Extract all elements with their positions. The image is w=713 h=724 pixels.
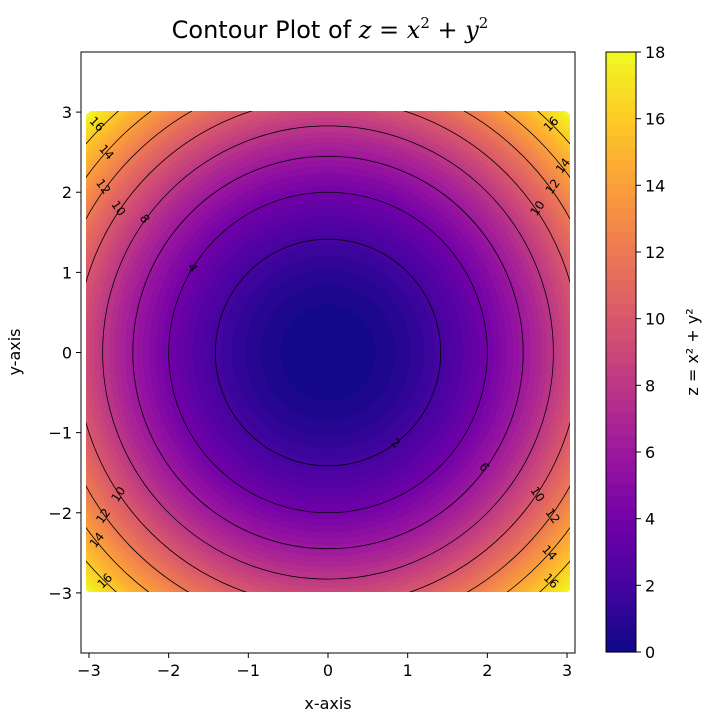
colorbar bbox=[606, 52, 636, 653]
colorbar-segment bbox=[606, 580, 636, 593]
colorbar-segment bbox=[606, 484, 636, 497]
contour-line-2 bbox=[214, 238, 442, 467]
contour-line-8 bbox=[102, 125, 554, 580]
colorbar-segment bbox=[606, 388, 636, 401]
x-tick-label: 2 bbox=[482, 661, 492, 680]
colorbar-segment bbox=[606, 256, 636, 269]
y-tick-label: −2 bbox=[48, 504, 72, 523]
contour-line-4 bbox=[168, 191, 488, 514]
colorbar-tick-label: 4 bbox=[645, 510, 655, 529]
y-tick-label: 0 bbox=[62, 344, 72, 363]
colorbar-segment bbox=[606, 76, 636, 89]
colorbar-segment bbox=[606, 52, 636, 65]
y-tick-label: 3 bbox=[62, 103, 72, 122]
colorbar-tick-label: 12 bbox=[645, 243, 665, 262]
colorbar-segment bbox=[606, 604, 636, 617]
colorbar-segment bbox=[606, 364, 636, 377]
colorbar-segment bbox=[606, 496, 636, 509]
colorbar-segment bbox=[606, 160, 636, 173]
colorbar-segment bbox=[606, 292, 636, 305]
colorbar-segment bbox=[606, 148, 636, 161]
colorbar-segment bbox=[606, 460, 636, 473]
colorbar-segment bbox=[606, 616, 636, 629]
filled-contours bbox=[86, 111, 570, 592]
colorbar-segment bbox=[606, 508, 636, 521]
colorbar-tick-label: 8 bbox=[645, 376, 655, 395]
colorbar-segment bbox=[606, 340, 636, 353]
colorbar-segment bbox=[606, 316, 636, 329]
colorbar-segment bbox=[606, 64, 636, 77]
colorbar-segment bbox=[606, 556, 636, 569]
x-axis-label: x-axis bbox=[304, 694, 351, 713]
x-tick-label: 0 bbox=[323, 661, 333, 680]
colorbar-segment bbox=[606, 400, 636, 413]
colorbar-segment bbox=[606, 472, 636, 485]
colorbar-tick-label: 16 bbox=[645, 110, 665, 129]
colorbar-segment bbox=[606, 424, 636, 437]
contour-line-6 bbox=[132, 155, 524, 550]
colorbar-segment bbox=[606, 436, 636, 449]
colorbar-segment bbox=[606, 628, 636, 641]
colorbar-segment bbox=[606, 412, 636, 425]
colorbar-segment bbox=[606, 328, 636, 341]
colorbar-segment bbox=[606, 196, 636, 209]
colorbar-label: z = x² + y² bbox=[683, 308, 702, 395]
contour-band bbox=[280, 304, 376, 401]
chart-title: Contour Plot of z = x2 + y2 bbox=[172, 14, 489, 44]
colorbar-tick-label: 10 bbox=[645, 310, 665, 329]
y-tick-label: 1 bbox=[62, 263, 72, 282]
colorbar-segment bbox=[606, 88, 636, 101]
x-tick-label: −1 bbox=[237, 661, 261, 680]
colorbar-tick-label: 0 bbox=[645, 643, 655, 662]
x-tick-label: −3 bbox=[77, 661, 101, 680]
colorbar-segment bbox=[606, 100, 636, 113]
x-ticks: −3 −2 −1 0 1 2 3 bbox=[77, 653, 572, 680]
y-tick-label: 2 bbox=[62, 183, 72, 202]
y-tick-label: −1 bbox=[48, 424, 72, 443]
y-tick-label: −3 bbox=[48, 584, 72, 603]
colorbar-segment bbox=[606, 208, 636, 221]
x-tick-label: 3 bbox=[562, 661, 572, 680]
colorbar-segment bbox=[606, 352, 636, 365]
colorbar-segment bbox=[606, 544, 636, 557]
colorbar-segment bbox=[606, 244, 636, 257]
colorbar-tick-label: 6 bbox=[645, 443, 655, 462]
colorbar-segment bbox=[606, 280, 636, 293]
colorbar-segment bbox=[606, 304, 636, 317]
colorbar-segment bbox=[606, 592, 636, 605]
colorbar-segment bbox=[606, 112, 636, 125]
colorbar-segment bbox=[606, 232, 636, 245]
colorbar-segment bbox=[606, 448, 636, 461]
colorbar-segment bbox=[606, 136, 636, 149]
x-tick-label: 1 bbox=[403, 661, 413, 680]
colorbar-frame bbox=[605, 51, 637, 653]
colorbar-segment bbox=[606, 172, 636, 185]
colorbar-segment bbox=[606, 124, 636, 137]
colorbar-segment bbox=[606, 268, 636, 281]
colorbar-tick-label: 18 bbox=[645, 43, 665, 62]
colorbar-ticks: 0 2 4 6 8 10 12 14 16 18 bbox=[636, 43, 665, 662]
colorbar-segment bbox=[606, 520, 636, 533]
colorbar-segment bbox=[606, 184, 636, 197]
contour-lines bbox=[86, 111, 570, 592]
y-axis-label: y-axis bbox=[5, 328, 24, 375]
colorbar-segment bbox=[606, 532, 636, 545]
y-ticks: −3 −2 −1 0 1 2 3 bbox=[48, 103, 81, 603]
colorbar-segment bbox=[606, 568, 636, 581]
colorbar-segment bbox=[606, 640, 636, 653]
colorbar-tick-label: 14 bbox=[645, 176, 665, 195]
colorbar-segment bbox=[606, 220, 636, 233]
colorbar-segment bbox=[606, 376, 636, 389]
x-tick-label: −2 bbox=[157, 661, 181, 680]
colorbar-tick-label: 2 bbox=[645, 576, 655, 595]
